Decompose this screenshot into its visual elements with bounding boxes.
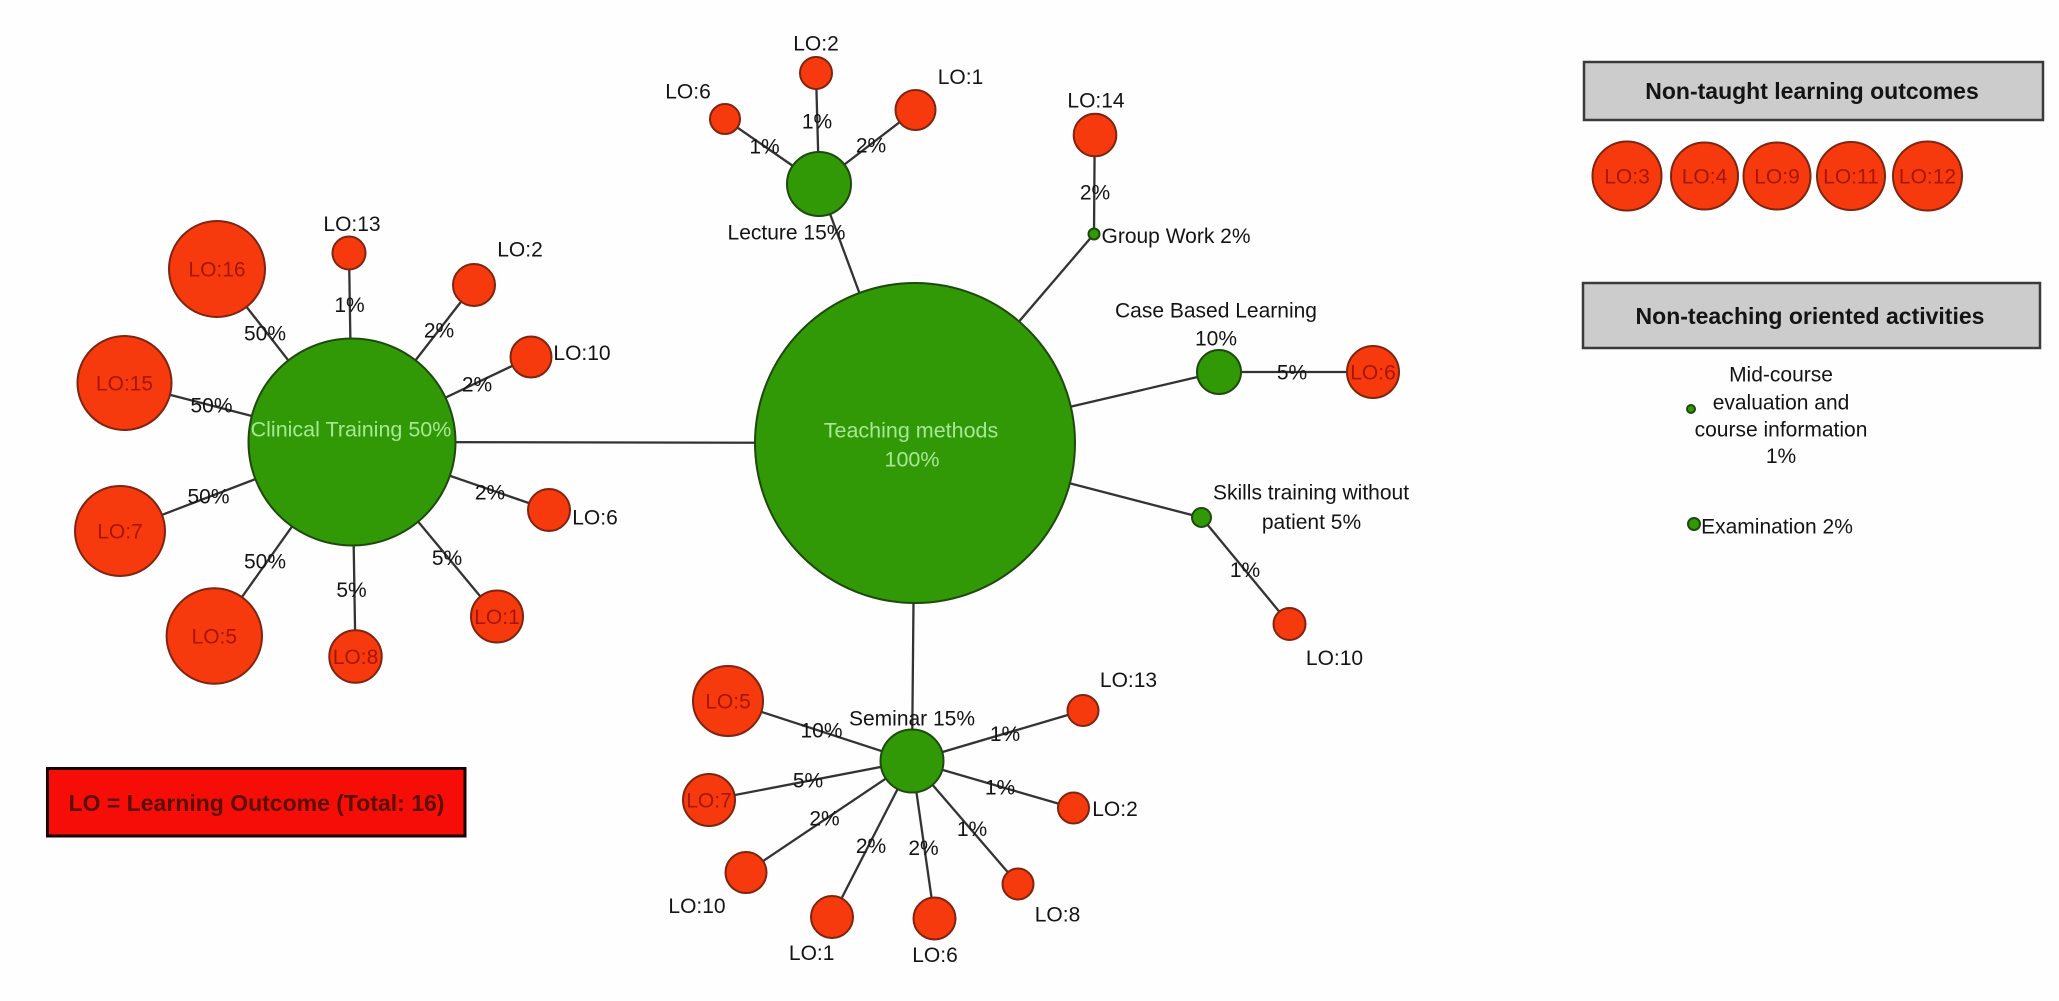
svg-text:1%: 1% xyxy=(990,723,1020,746)
svg-text:2%: 2% xyxy=(424,320,454,343)
svg-text:LO:10: LO:10 xyxy=(553,342,610,365)
svg-text:LO:6: LO:6 xyxy=(665,81,711,104)
svg-text:2%: 2% xyxy=(908,837,938,860)
svg-text:LO:2: LO:2 xyxy=(793,33,839,56)
svg-text:5%: 5% xyxy=(432,547,462,570)
svg-text:Mid-course: Mid-course xyxy=(1729,364,1833,387)
svg-text:100%: 100% xyxy=(885,448,940,472)
svg-text:LO:11: LO:11 xyxy=(1823,166,1879,189)
svg-text:2%: 2% xyxy=(462,374,492,397)
svg-text:50%: 50% xyxy=(244,323,286,346)
svg-text:LO:9: LO:9 xyxy=(1754,166,1800,189)
svg-text:2%: 2% xyxy=(475,482,505,505)
svg-text:LO:1: LO:1 xyxy=(474,606,520,629)
svg-text:5%: 5% xyxy=(793,770,823,793)
svg-text:LO:7: LO:7 xyxy=(686,790,732,813)
svg-text:LO:6: LO:6 xyxy=(912,944,958,967)
svg-text:Seminar 15%: Seminar 15% xyxy=(849,708,975,731)
svg-text:LO:12: LO:12 xyxy=(1899,166,1956,189)
svg-text:LO:8: LO:8 xyxy=(1035,904,1081,927)
svg-text:LO:1: LO:1 xyxy=(938,66,984,89)
svg-text:1%: 1% xyxy=(802,111,832,134)
svg-text:LO:10: LO:10 xyxy=(1306,647,1363,670)
svg-text:LO:15: LO:15 xyxy=(96,373,153,396)
svg-text:Clinical Training 50%: Clinical Training 50% xyxy=(251,418,452,442)
svg-text:Teaching methods: Teaching methods xyxy=(824,419,999,443)
svg-text:1%: 1% xyxy=(749,136,779,159)
svg-text:LO:6: LO:6 xyxy=(1350,362,1396,385)
svg-text:LO:3: LO:3 xyxy=(1604,166,1650,189)
svg-text:Case Based Learning: Case Based Learning xyxy=(1115,300,1317,323)
svg-text:Skills training without: Skills training without xyxy=(1213,482,1409,505)
svg-text:LO:7: LO:7 xyxy=(97,521,143,544)
svg-text:LO:2: LO:2 xyxy=(497,239,543,262)
svg-text:LO:8: LO:8 xyxy=(333,646,379,669)
svg-text:LO:14: LO:14 xyxy=(1067,90,1125,113)
svg-text:course information: course information xyxy=(1695,419,1868,442)
svg-text:Examination 2%: Examination 2% xyxy=(1701,516,1853,539)
svg-text:5%: 5% xyxy=(336,579,366,602)
svg-text:10%: 10% xyxy=(1195,328,1237,351)
svg-text:LO:1: LO:1 xyxy=(789,942,835,965)
svg-text:LO:4: LO:4 xyxy=(1682,166,1728,189)
svg-text:Group Work 2%: Group Work 2% xyxy=(1102,225,1251,248)
svg-text:1%: 1% xyxy=(1766,445,1796,468)
svg-text:10%: 10% xyxy=(800,720,842,743)
svg-text:1%: 1% xyxy=(985,777,1015,800)
svg-text:LO:2: LO:2 xyxy=(1092,798,1138,821)
svg-text:50%: 50% xyxy=(244,551,286,574)
svg-text:Non-teaching oriented activiti: Non-teaching oriented activities xyxy=(1636,303,1985,329)
svg-text:LO:6: LO:6 xyxy=(572,507,618,530)
svg-text:LO:5: LO:5 xyxy=(192,626,238,649)
svg-text:2%: 2% xyxy=(1080,182,1110,205)
svg-text:2%: 2% xyxy=(809,808,839,831)
svg-text:LO:16: LO:16 xyxy=(188,259,245,282)
svg-text:LO:13: LO:13 xyxy=(323,213,380,236)
svg-text:2%: 2% xyxy=(856,135,886,158)
svg-text:1%: 1% xyxy=(1230,559,1260,582)
svg-text:1%: 1% xyxy=(334,294,364,317)
svg-text:Non-taught learning outcomes: Non-taught learning outcomes xyxy=(1645,78,1979,104)
svg-text:patient 5%: patient 5% xyxy=(1262,511,1361,534)
svg-text:5%: 5% xyxy=(1277,362,1307,385)
svg-text:50%: 50% xyxy=(190,395,232,418)
svg-text:Lecture 15%: Lecture 15% xyxy=(728,222,846,245)
svg-text:LO:10: LO:10 xyxy=(668,895,725,918)
svg-text:evaluation and: evaluation and xyxy=(1713,392,1850,415)
svg-text:50%: 50% xyxy=(187,486,229,509)
svg-text:LO:13: LO:13 xyxy=(1100,669,1157,692)
svg-text:LO:5: LO:5 xyxy=(705,691,751,714)
svg-text:2%: 2% xyxy=(856,835,886,858)
svg-text:1%: 1% xyxy=(957,818,987,841)
svg-text:LO = Learning Outcome (Total:: LO = Learning Outcome (Total: 16) xyxy=(69,790,445,816)
